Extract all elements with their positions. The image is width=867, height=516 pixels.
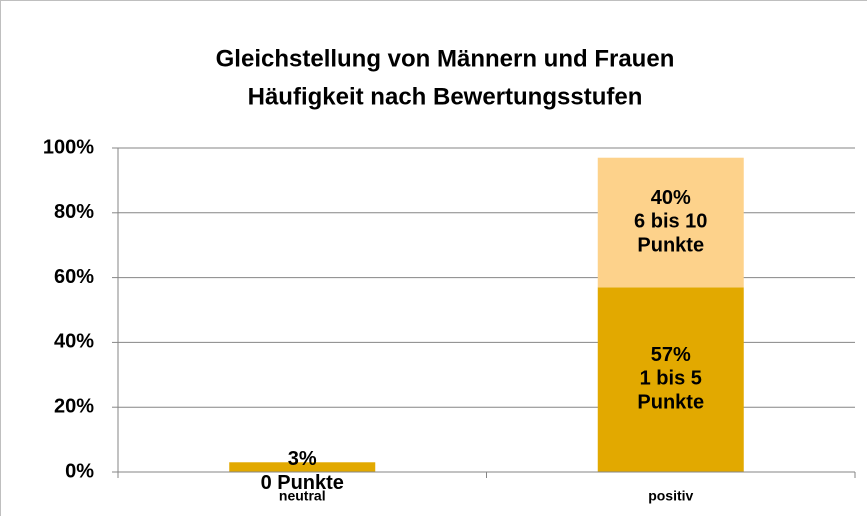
bar-segment xyxy=(597,157,744,288)
data-label: 57% xyxy=(651,344,691,366)
x-tick-label: positiv xyxy=(648,488,693,504)
y-tick-label: 20% xyxy=(54,395,94,417)
chart-title: Gleichstellung von Männern und Frauen xyxy=(216,45,675,72)
x-tick-label: neutral xyxy=(279,488,326,504)
y-tick-label: 100% xyxy=(43,136,94,158)
y-tick-label: 80% xyxy=(54,201,94,223)
bar-segment xyxy=(597,287,744,472)
y-tick-label: 0% xyxy=(65,460,94,482)
chart-subtitle: Häufigkeit nach Bewertungsstufen xyxy=(248,83,643,110)
series-label: 6 bis 10 Punkte xyxy=(634,211,707,257)
y-tick-label: 40% xyxy=(54,331,94,353)
data-label: 3% xyxy=(288,448,317,470)
data-label: 40% xyxy=(651,187,691,209)
y-tick-label: 60% xyxy=(54,266,94,288)
bar-segment xyxy=(229,462,376,472)
series-label: 0 Punkte xyxy=(261,472,344,494)
series-label: 1 bis 5 Punkte xyxy=(637,368,704,414)
